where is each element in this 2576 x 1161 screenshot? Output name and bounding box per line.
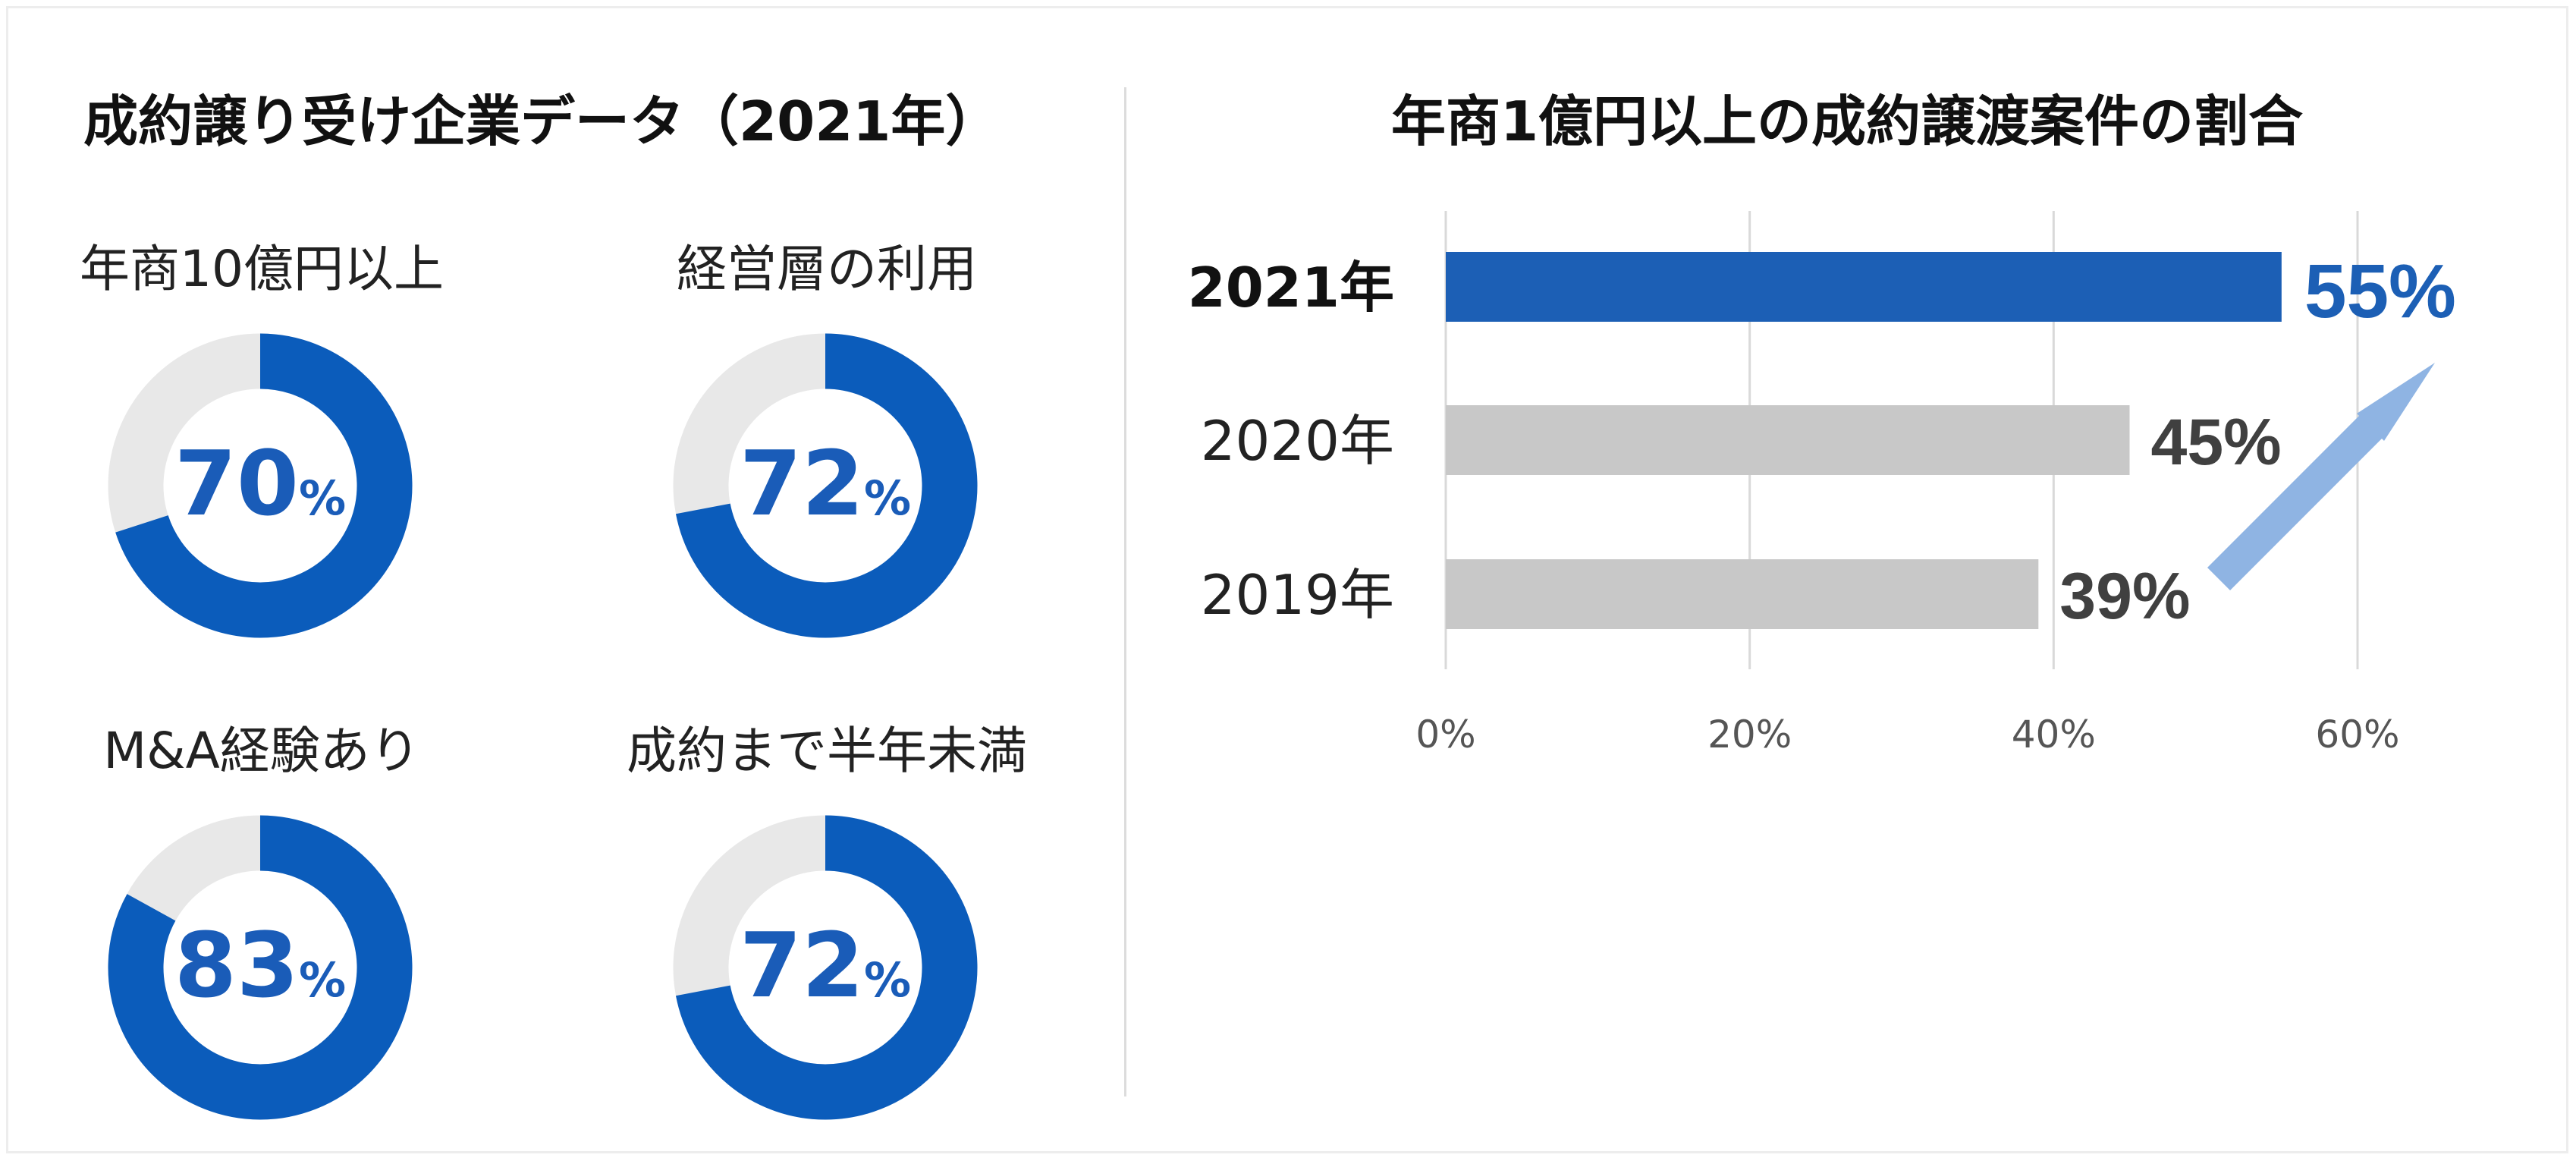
donut-chart <box>673 815 978 1120</box>
donut-segment <box>673 815 978 1120</box>
donut-value-unit: % <box>864 952 912 1008</box>
panel-divider <box>1124 87 1126 1096</box>
data-label: 39% <box>2059 560 2190 633</box>
category-label: 2020年 <box>1201 409 1394 473</box>
donut-chart <box>108 815 413 1120</box>
x-tick-label: 20% <box>1707 713 1792 757</box>
donut-value-number: 70 <box>174 431 300 536</box>
data-label: 45% <box>2151 406 2282 479</box>
bar <box>1446 559 2039 629</box>
donut-value-number: 72 <box>739 913 865 1018</box>
donut-segment <box>673 333 978 638</box>
donut-chart <box>108 333 413 638</box>
donut-label: 経営層の利用 <box>677 240 977 298</box>
bar-chart-title: 年商1億円以上の成約譲渡案件の割合 <box>1390 90 2304 153</box>
donut-value: 72% <box>670 913 981 1018</box>
donut-label: 成約まで半年未満 <box>627 722 1027 780</box>
trend-arrow-icon <box>2207 363 2435 590</box>
bar <box>1446 405 2130 475</box>
donut-segment <box>108 815 413 1120</box>
donut-value: 70% <box>105 431 416 536</box>
donut-value-unit: % <box>299 470 347 526</box>
x-tick-label: 0% <box>1415 713 1475 757</box>
donut-label: M&A経験あり <box>103 722 420 780</box>
x-tick-label: 60% <box>2315 713 2399 757</box>
x-tick-label: 40% <box>2012 713 2096 757</box>
donut-value-unit: % <box>864 470 912 526</box>
category-label: 2019年 <box>1201 563 1394 627</box>
donut-value: 83% <box>105 913 416 1018</box>
donut-value-number: 72 <box>739 431 865 536</box>
left-panel-title: 成約譲り受け企業データ（2021年） <box>83 90 1001 153</box>
bar <box>1446 252 2282 322</box>
chart-frame <box>6 6 2568 1153</box>
donut-value-number: 83 <box>174 913 300 1018</box>
donut-value-unit: % <box>299 952 347 1008</box>
donut-label: 年商10億円以上 <box>80 240 444 298</box>
donut-segment <box>108 333 413 638</box>
donut-chart <box>673 333 978 638</box>
category-label: 2021年 <box>1188 256 1394 319</box>
donut-value: 72% <box>670 431 981 536</box>
data-label: 55% <box>2304 249 2456 334</box>
